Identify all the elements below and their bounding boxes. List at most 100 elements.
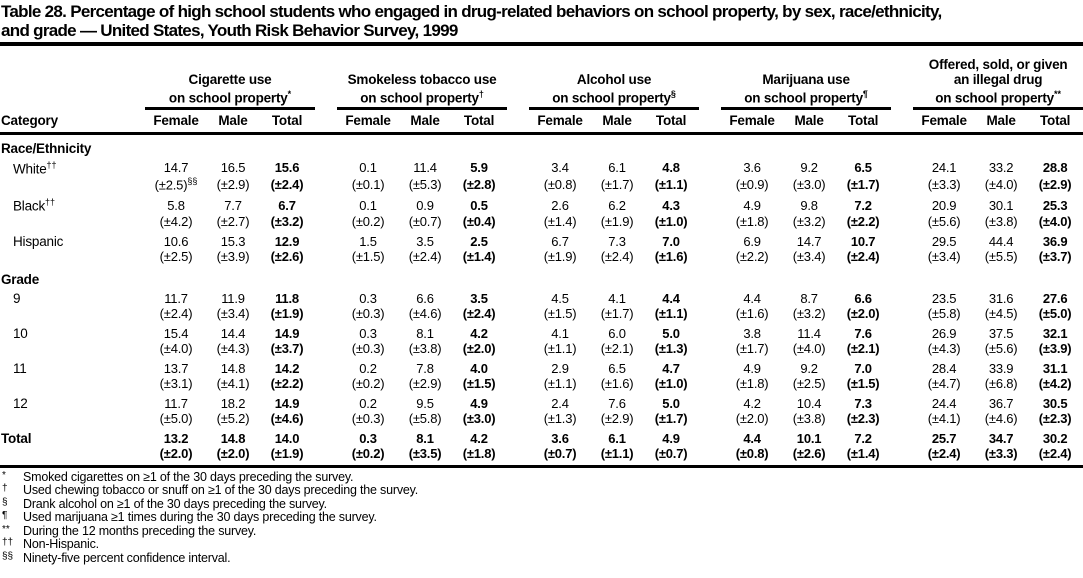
value-cell: 6.5 <box>608 360 626 376</box>
value-cell: 34.7 <box>988 430 1014 446</box>
value-cell: 0.3 <box>359 430 377 446</box>
value-cell: 28.8 <box>1042 160 1068 176</box>
value-cell: 5.0 <box>662 325 680 341</box>
value-cell: 7.8 <box>416 360 434 376</box>
ci-cell: (±2.5)§§ <box>154 176 198 193</box>
ci-cell: (±5.3) <box>408 176 442 192</box>
section-row: Grade <box>0 266 1083 288</box>
ci-cell: (±0.9) <box>735 176 769 192</box>
col-header-male: Male <box>399 108 452 135</box>
col-header-total: Total <box>259 108 316 135</box>
value-cell: 4.0 <box>470 360 488 376</box>
ci-cell: (±1.5) <box>462 375 496 391</box>
column-gap <box>315 108 338 135</box>
ci-cell: (±2.4) <box>408 248 442 264</box>
col-header-total: Total <box>451 108 508 135</box>
ci-cell: (±5.8) <box>927 305 961 321</box>
value-cell: 6.5 <box>854 160 872 176</box>
column-gap <box>315 157 337 177</box>
column-group-cigarette: Cigarette use on school property* <box>145 57 316 110</box>
table-row-values: 12 11.7 18.2 14.9 0.2 9.5 4.9 2.4 7.6 5.0 4.2 10.4 7… <box>0 393 1083 411</box>
column-group-offered-illegal-drug: Offered, sold, or given an illegal drug … <box>913 57 1083 110</box>
table-row-ci: (±2.5)§§ (±2.9) (±2.4) (±0.1) (±5.3) (±2.8) (±… <box>0 176 1083 194</box>
value-cell: 3.6 <box>551 430 569 446</box>
value-cell: 31.6 <box>988 290 1014 306</box>
column-gap <box>507 306 529 323</box>
row-label: 9 <box>13 290 21 306</box>
value-cell: 8.1 <box>416 325 434 341</box>
ci-cell: (±1.3) <box>654 340 688 356</box>
ci-cell: (±3.3) <box>927 176 961 192</box>
ci-cell: (±1.7) <box>600 176 634 192</box>
column-gap <box>891 249 913 266</box>
column-gap <box>699 108 722 135</box>
value-cell: 7.6 <box>854 325 872 341</box>
value-cell: 11.9 <box>221 290 245 306</box>
ci-cell: (±4.5) <box>984 305 1018 321</box>
column-gap <box>699 57 721 108</box>
column-gap <box>699 323 721 341</box>
row-label <box>0 176 145 194</box>
ci-cell: (±2.4) <box>1027 445 1083 468</box>
ci-cell: (±3.1) <box>159 375 193 391</box>
value-cell: 7.3 <box>608 233 626 249</box>
value-cell: 10.6 <box>163 233 189 249</box>
value-cell: 2.5 <box>470 233 488 249</box>
ci-cell: (±2.4) <box>913 445 976 468</box>
column-gap <box>891 108 914 135</box>
column-group-marijuana: Marijuana use on school property¶ <box>721 57 892 110</box>
value-cell: 25.7 <box>931 430 957 446</box>
ci-cell: (±1.7) <box>600 305 634 321</box>
column-gap <box>315 288 337 306</box>
column-gap <box>315 358 337 376</box>
value-cell: 4.1 <box>608 290 626 306</box>
ci-cell: (±2.0) <box>462 340 496 356</box>
value-cell: 14.7 <box>796 233 822 249</box>
column-gap <box>507 411 529 428</box>
row-label <box>0 249 145 266</box>
ci-cell: (±1.5) <box>846 375 880 391</box>
ci-cell: (±4.0) <box>159 340 193 356</box>
table-title-line1: Table 28. Percentage of high school stud… <box>1 2 942 21</box>
footnote-marker-ref: ¶ <box>862 89 868 99</box>
column-gap <box>507 341 529 358</box>
footnote: § Drank alcohol on ≥1 of the 30 days prec… <box>2 497 1083 512</box>
column-gap <box>699 358 721 376</box>
column-gap <box>891 323 913 341</box>
value-cell: 33.9 <box>988 360 1014 376</box>
ci-cell: (±3.4) <box>216 305 250 321</box>
ci-cell: (±2.3) <box>846 410 880 426</box>
value-cell: 15.6 <box>274 160 300 176</box>
column-gap <box>699 411 721 428</box>
table-row-ci: (±2.0) (±2.0) (±1.9) (±0.2) (±3.5) (±1.8) (±0.… <box>0 445 1083 468</box>
value-cell: 4.4 <box>743 430 761 446</box>
value-cell: 13.2 <box>163 430 189 446</box>
table-row-ci: (±3.1) (±4.1) (±2.2) (±0.2) (±2.9) (±1.5) (±1.… <box>0 376 1083 393</box>
value-cell: 4.9 <box>743 360 761 376</box>
table-row-values: 11 13.7 14.8 14.2 0.2 7.8 4.0 2.9 6.5 4.7 4.9 9.2 7.… <box>0 358 1083 376</box>
value-cell: 4.3 <box>662 198 680 214</box>
ci-cell: (±4.0) <box>792 340 826 356</box>
col-header-total: Total <box>643 108 700 135</box>
ci-cell: (±4.2) <box>1038 375 1072 391</box>
value-cell: 24.4 <box>931 395 957 411</box>
value-cell: 14.4 <box>220 325 246 341</box>
category-spacer <box>0 57 145 108</box>
value-cell: 2.4 <box>551 395 569 411</box>
value-cell: 7.0 <box>854 360 872 376</box>
value-cell: 27.6 <box>1042 290 1068 306</box>
ci-cell: (±2.0) <box>145 445 207 468</box>
value-cell: 14.0 <box>274 430 300 446</box>
footnote-marker-ref: ** <box>1053 89 1061 99</box>
ci-cell: (±1.3) <box>543 410 577 426</box>
footnote-marker-ref: §§ <box>187 176 198 186</box>
value-cell: 14.8 <box>220 360 246 376</box>
row-label <box>0 376 145 393</box>
ci-cell: (±2.5) <box>792 375 826 391</box>
value-cell: 44.4 <box>988 233 1014 249</box>
column-gap <box>699 306 721 323</box>
table-row-values: Hispanic 10.6 15.3 12.9 1.5 3.5 2.5 6.7 7.3 7.0 6.… <box>0 231 1083 249</box>
value-cell: 11.7 <box>164 395 188 411</box>
column-gap <box>507 108 530 135</box>
value-cell: 8.1 <box>416 430 434 446</box>
